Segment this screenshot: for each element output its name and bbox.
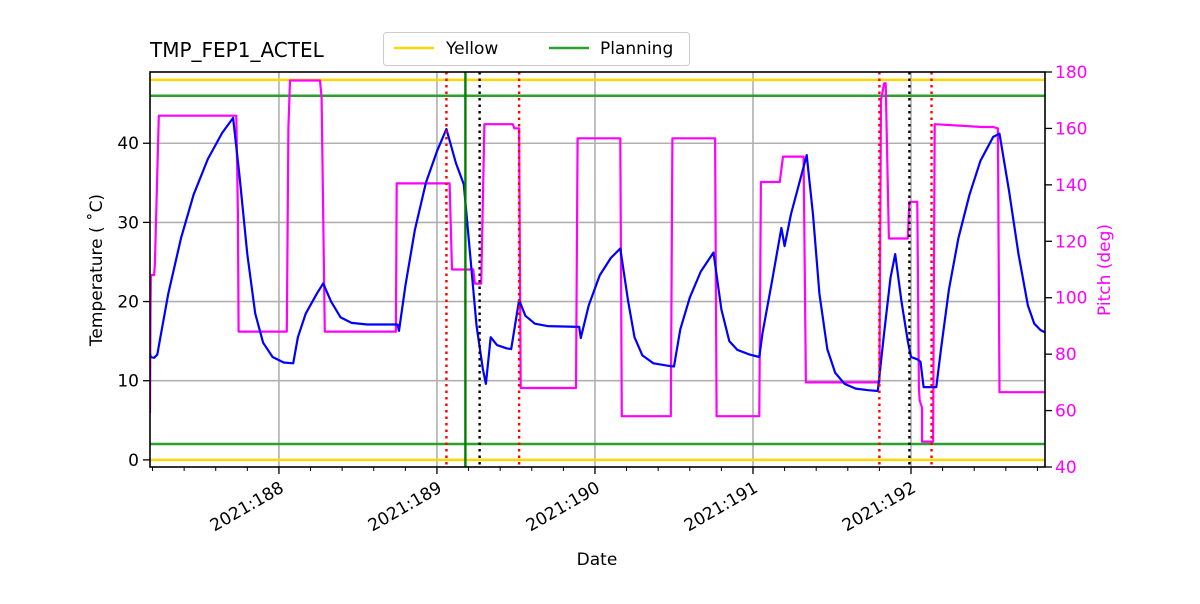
y-axis-pitch: 40 60 80 100 120 140 160 180 <box>1045 63 1087 478</box>
y-tick-label: 40 <box>117 134 139 154</box>
y2-tick-label: 80 <box>1055 345 1077 365</box>
y2-tick-label: 180 <box>1055 63 1087 83</box>
y2-axis-label: Pitch (deg) <box>1095 224 1115 316</box>
y2-tick-label: 140 <box>1055 176 1087 196</box>
pitch-line <box>150 79 1045 443</box>
legend: Yellow Planning <box>383 32 690 66</box>
y-tick-label: 0 <box>128 451 139 471</box>
plot-frame <box>149 71 1046 468</box>
event-lines <box>445 72 933 467</box>
y-axis-temperature: 0 10 20 30 40 <box>117 134 150 471</box>
chart-title: TMP_FEP1_ACTEL <box>149 38 325 62</box>
legend-box <box>383 32 690 66</box>
y2-tick-label: 60 <box>1055 402 1077 422</box>
series <box>150 79 1045 443</box>
y2-tick-label: 40 <box>1055 458 1077 478</box>
x-axis-label: Date <box>577 550 618 570</box>
legend-label-yellow: Yellow <box>445 39 498 59</box>
y2-tick-label: 100 <box>1055 289 1087 309</box>
legend-label-planning: Planning <box>600 39 673 59</box>
temperature-line <box>150 116 1045 393</box>
y-tick-label: 10 <box>117 372 139 392</box>
y2-tick-label: 160 <box>1055 119 1087 139</box>
y-axis-label: Temperature ( ˚C) <box>86 194 107 347</box>
y-tick-label: 20 <box>117 293 139 313</box>
y-tick-label: 30 <box>117 213 139 233</box>
y2-tick-label: 120 <box>1055 232 1087 252</box>
limit-lines <box>150 78 1045 462</box>
